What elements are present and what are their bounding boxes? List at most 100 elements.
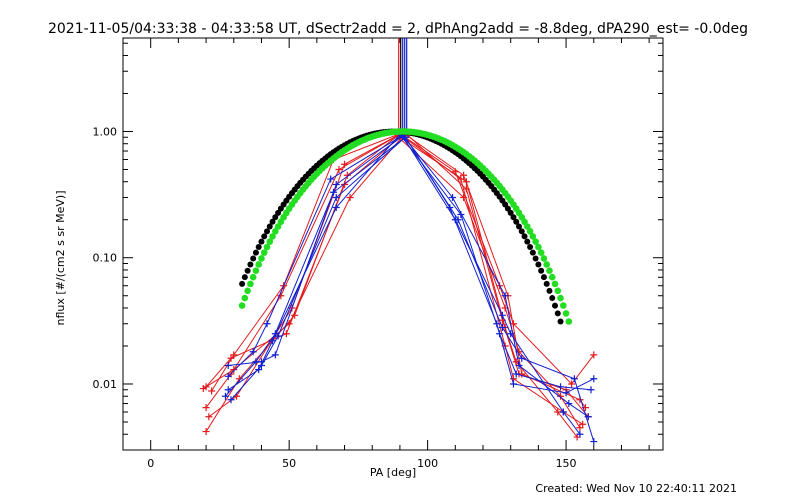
fit-point [263,243,271,251]
fit-point [247,261,254,268]
fit-point [529,249,536,256]
series-point [282,330,290,338]
series-point [518,354,526,362]
fit-point [540,255,548,262]
series-point [576,430,584,438]
fit-point [244,267,251,274]
y-axis-ticks: 1.00 0.10 0.01 [93,42,663,451]
fit-point [527,244,534,251]
fit-point [535,261,542,268]
fit-point [244,287,251,295]
series-point [199,385,207,393]
series-line [208,131,586,418]
fit-point [540,274,547,281]
fit-point [239,280,246,287]
series-point [454,216,462,224]
series-line [227,134,589,418]
series-point [498,324,506,332]
fit-point [557,318,564,325]
series-line [205,136,578,438]
series-point [341,160,349,168]
series-point [590,438,598,446]
fit-point [252,267,260,274]
fit-point [518,228,525,235]
series-point [208,387,216,395]
fit-point [529,233,537,240]
fit-point [266,238,274,245]
plot-area [199,38,598,446]
series-point [496,330,504,338]
series-point [449,193,457,201]
fit-point [551,280,559,288]
fit-point [510,214,517,221]
series-point [329,188,337,196]
series-point [568,380,576,388]
fit-point [507,209,514,216]
series-line [230,136,595,442]
series-point [224,386,232,394]
series-point [346,193,354,201]
x-tick-label: 100 [417,457,438,470]
series-point [257,362,265,370]
fit-point [269,233,276,240]
fit-point [272,214,279,221]
series-point [579,420,587,428]
fit-point [543,261,550,268]
series-point [205,413,213,421]
series-line [205,133,583,425]
series-line [228,135,581,435]
fit-point [524,223,531,230]
fit-point [526,228,534,235]
series-point [590,375,598,383]
plot-frame [122,37,664,451]
fit-point [275,209,282,216]
y-tick-label: 1.00 [93,125,118,138]
series-point [255,366,263,374]
series-point [570,375,578,383]
x-tick-label: 0 [147,457,154,470]
series-point [460,171,468,179]
fit-point [516,223,522,230]
fit-point [554,310,561,317]
series-point [252,358,260,366]
fit-point [513,218,520,225]
series-point [509,380,517,388]
x-tick-label: 50 [282,457,296,470]
series-point [562,389,570,397]
fit-point [249,273,257,281]
series-point [557,392,565,400]
fit-point [258,255,265,262]
fit-point [255,244,262,251]
series-point [576,424,584,432]
fit-point [546,267,553,274]
fit-point [537,249,545,256]
fit-point [266,223,273,230]
fit-point [504,205,511,212]
fit-point [549,295,556,302]
fit-point [250,255,257,262]
fit-point [546,287,553,294]
fit-point [252,249,259,256]
fit-point [241,274,248,281]
series-point [332,181,340,189]
y-tick-label: 0.01 [93,378,118,391]
series-point [202,428,210,436]
fit-point [524,238,531,245]
series-point [501,292,509,300]
fit-point [258,238,265,245]
series-point [230,366,238,374]
series-line [205,135,581,432]
series-point [590,351,598,359]
fit-point [264,228,270,235]
series-point [451,168,459,176]
fit-point [532,238,539,245]
fit-point [247,280,254,288]
series-point [332,193,340,201]
series-point [224,372,232,380]
series-point [559,408,567,416]
series-point [249,348,257,356]
series-line [227,133,592,391]
fit-point [238,302,246,309]
fit-point [241,294,249,302]
